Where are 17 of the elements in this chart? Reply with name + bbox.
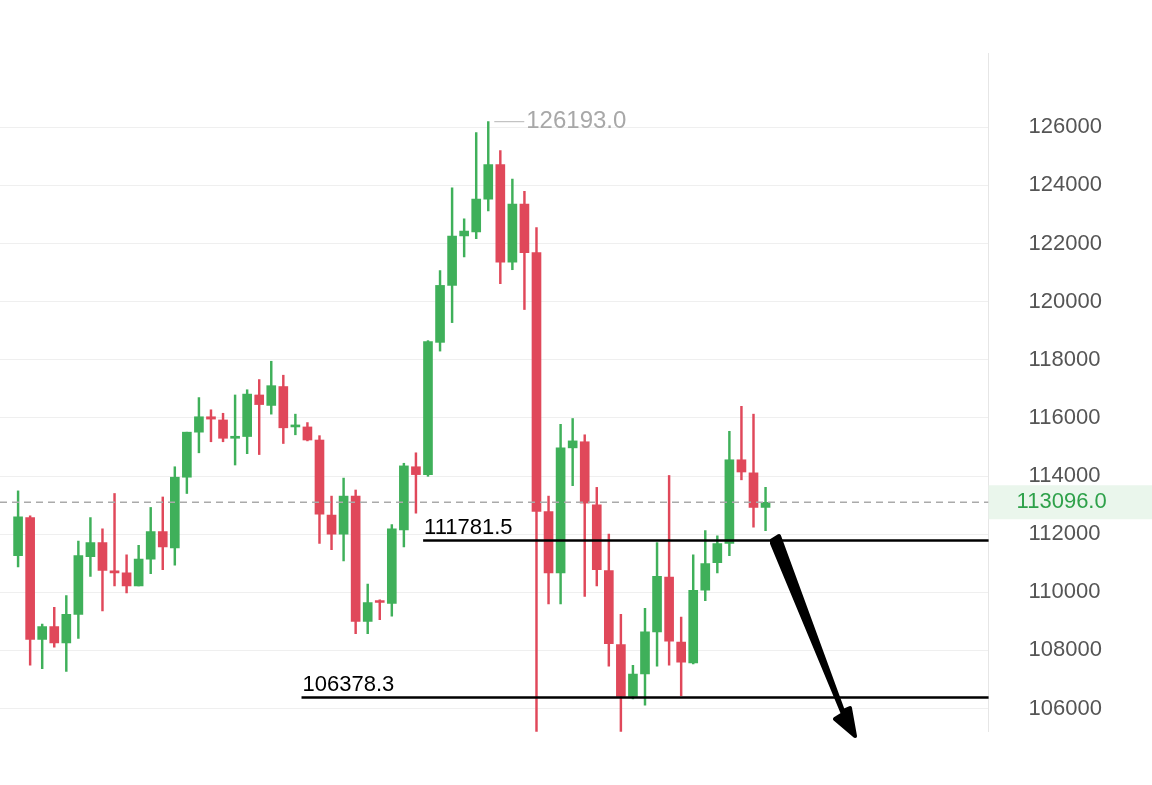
ref-line-label: 113096.0 xyxy=(1016,488,1107,514)
y-tick-label: 124000 xyxy=(1028,171,1103,197)
y-tick-label: 112000 xyxy=(1028,520,1101,546)
y-tick-label: 122000 xyxy=(1028,229,1103,255)
y-tick-label: 108000 xyxy=(1028,636,1103,662)
ref-line-label: 111781.5 xyxy=(424,513,513,539)
candlestick xyxy=(736,405,747,481)
y-tick-label: 110000 xyxy=(1028,578,1101,604)
ref-line-label: 106378.3 xyxy=(302,670,395,696)
y-tick-label: 116000 xyxy=(1028,403,1101,429)
y-tick-label: 118000 xyxy=(1028,345,1101,371)
y-tick-label: 120000 xyxy=(1028,287,1103,313)
y-tick-label: 126000 xyxy=(1028,113,1103,139)
y-tick-label: 114000 xyxy=(1028,462,1101,488)
candlestick xyxy=(85,517,96,577)
y-tick-label: 106000 xyxy=(1028,694,1103,720)
annotation: 126193.0 xyxy=(526,106,627,134)
